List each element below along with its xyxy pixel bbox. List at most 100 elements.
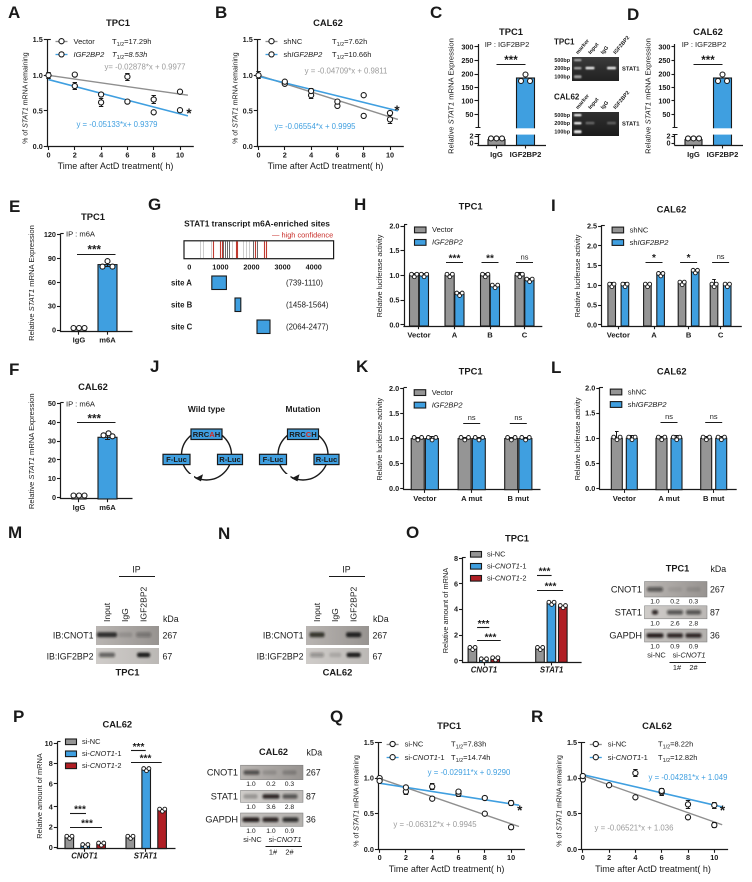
svg-text:IgG: IgG — [600, 100, 610, 111]
svg-text:0.2: 0.2 — [670, 599, 680, 606]
svg-text:IP : IGF2BP2: IP : IGF2BP2 — [682, 40, 727, 49]
svg-text:***: *** — [88, 414, 102, 426]
svg-text:0.9: 0.9 — [670, 644, 680, 651]
svg-text:1.5: 1.5 — [389, 409, 399, 418]
svg-text:CAL62: CAL62 — [78, 381, 108, 392]
svg-text:% of STAT1 mRNA remaining: % of STAT1 mRNA remaining — [232, 52, 239, 144]
svg-text:30: 30 — [48, 437, 56, 446]
svg-text:1.5: 1.5 — [587, 261, 597, 270]
svg-text:30: 30 — [48, 302, 56, 311]
svg-text:CAL62: CAL62 — [657, 204, 687, 215]
svg-text:50: 50 — [662, 110, 670, 119]
svg-text:STAT1: STAT1 — [615, 607, 642, 617]
svg-text:1.0: 1.0 — [246, 828, 256, 835]
svg-text:site B: site B — [171, 301, 193, 310]
svg-text:0.0: 0.0 — [587, 320, 597, 329]
svg-text:si-NC: si-NC — [608, 740, 627, 749]
svg-text:***: *** — [539, 567, 551, 578]
svg-text:10: 10 — [710, 853, 718, 862]
svg-text:1.0: 1.0 — [246, 804, 256, 811]
svg-text:2: 2 — [73, 150, 77, 159]
svg-text:6: 6 — [49, 779, 53, 788]
svg-text:8: 8 — [152, 150, 156, 159]
svg-text:8: 8 — [686, 853, 690, 862]
svg-text:67: 67 — [373, 652, 383, 662]
svg-text:2.0: 2.0 — [585, 384, 595, 393]
svg-text:IGF2BP2: IGF2BP2 — [510, 150, 542, 159]
svg-text:CAL62: CAL62 — [554, 93, 580, 102]
svg-text:RRCCH: RRCCH — [289, 430, 316, 439]
svg-text:Time after ActD treatment( h): Time after ActD treatment( h) — [595, 864, 711, 874]
svg-text:8: 8 — [362, 150, 366, 159]
svg-text:50: 50 — [48, 399, 56, 408]
svg-text:***: *** — [88, 245, 102, 257]
svg-text:CAL62: CAL62 — [323, 667, 353, 678]
svg-text:6: 6 — [125, 150, 129, 159]
svg-text:Relative luciferase activity: Relative luciferase activity — [375, 234, 384, 317]
svg-text:0.3: 0.3 — [285, 781, 295, 788]
svg-text:si-NC: si-NC — [487, 550, 506, 559]
svg-text:E: E — [9, 197, 20, 216]
svg-text:TPC1: TPC1 — [81, 211, 105, 222]
svg-text:% of STAT1 mRNA remaining: % of STAT1 mRNA remaining — [557, 755, 564, 847]
svg-text:B mut: B mut — [508, 494, 530, 503]
svg-text:50: 50 — [465, 110, 473, 119]
svg-text:10: 10 — [507, 853, 515, 862]
svg-text:IGF2BP2: IGF2BP2 — [348, 586, 358, 622]
svg-text:shNC: shNC — [630, 225, 649, 234]
svg-text:RRCAH: RRCAH — [193, 430, 220, 439]
svg-text:Relative luciferase activity: Relative luciferase activity — [573, 397, 582, 480]
svg-text:ns: ns — [717, 252, 725, 261]
svg-text:***: *** — [140, 754, 152, 765]
svg-text:si-CNOT1: si-CNOT1 — [269, 835, 302, 844]
svg-text:A: A — [8, 3, 20, 22]
svg-text:120: 120 — [44, 230, 56, 239]
svg-text:0: 0 — [454, 657, 458, 666]
svg-text:TPC1: TPC1 — [505, 533, 529, 544]
svg-text:0: 0 — [187, 263, 191, 272]
svg-text:T1/2=17.29h: T1/2=17.29h — [112, 37, 151, 48]
svg-text:***: *** — [545, 582, 557, 593]
svg-text:IGF2BP2: IGF2BP2 — [432, 400, 464, 409]
svg-text:IgG: IgG — [120, 608, 130, 622]
svg-text:IgG: IgG — [73, 503, 86, 512]
svg-text:si-NC: si-NC — [647, 651, 666, 660]
svg-text:0.0: 0.0 — [364, 845, 374, 854]
svg-text:IB:IGF2BP2: IB:IGF2BP2 — [257, 652, 304, 662]
svg-text:0: 0 — [52, 326, 56, 335]
svg-text:CAL62: CAL62 — [657, 366, 687, 377]
svg-text:Relative luciferase activity: Relative luciferase activity — [375, 397, 384, 480]
svg-text:0.0: 0.0 — [585, 484, 595, 493]
svg-text:Vector: Vector — [432, 388, 454, 397]
svg-text:si-CNOT1-1: si-CNOT1-1 — [608, 753, 648, 762]
svg-text:10: 10 — [386, 150, 394, 159]
svg-text:A mut: A mut — [658, 494, 680, 503]
svg-text:1.0: 1.0 — [650, 620, 660, 627]
svg-text:2: 2 — [49, 823, 53, 832]
svg-text:40: 40 — [48, 418, 56, 427]
svg-text:2000: 2000 — [243, 263, 259, 272]
svg-text:Time after ActD treatment( h): Time after ActD treatment( h) — [389, 864, 505, 874]
svg-text:A: A — [651, 331, 657, 340]
svg-text:1.0: 1.0 — [650, 644, 660, 651]
svg-text:1000: 1000 — [212, 263, 228, 272]
svg-text:IgG: IgG — [330, 608, 340, 622]
svg-text:267: 267 — [373, 631, 388, 641]
svg-text:0.0: 0.0 — [567, 845, 577, 854]
svg-text:0.2: 0.2 — [266, 781, 276, 788]
svg-text:0.5: 0.5 — [587, 301, 597, 310]
svg-text:si-NC: si-NC — [405, 740, 424, 749]
svg-text:0.0: 0.0 — [33, 142, 43, 151]
svg-text:TPC1: TPC1 — [116, 667, 140, 678]
svg-text:A mut: A mut — [461, 494, 483, 503]
svg-text:0.9: 0.9 — [285, 828, 295, 835]
svg-text:Vector: Vector — [607, 331, 630, 340]
svg-text:6: 6 — [660, 853, 664, 862]
svg-text:IP: IP — [132, 565, 140, 575]
svg-text:T1/2=8.22h: T1/2=8.22h — [658, 740, 693, 751]
svg-text:IGF2BP2: IGF2BP2 — [707, 150, 739, 159]
svg-text:300: 300 — [461, 43, 473, 52]
svg-text:1#: 1# — [673, 663, 682, 672]
svg-text:TPC1: TPC1 — [437, 720, 461, 731]
svg-text:***: *** — [504, 55, 518, 67]
